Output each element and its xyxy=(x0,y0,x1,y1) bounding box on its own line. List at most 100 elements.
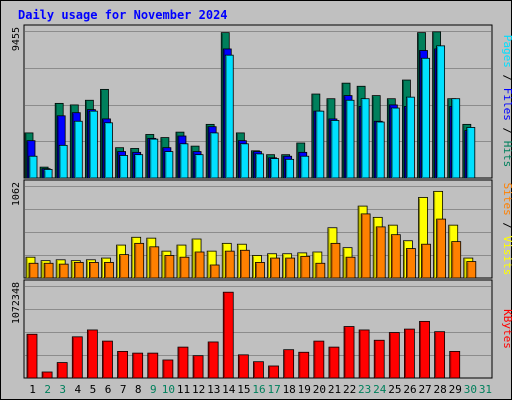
legend-entry: / xyxy=(501,216,512,236)
bar-pages xyxy=(224,54,234,179)
bar-sites xyxy=(345,256,356,279)
bar-pages xyxy=(88,110,98,179)
day-label: 17 xyxy=(267,383,280,396)
bar-kbytes xyxy=(102,340,113,379)
bar-sites xyxy=(270,257,280,279)
bar-sites xyxy=(390,234,401,279)
day-label: 30 xyxy=(464,383,477,396)
legend-entry: / xyxy=(501,68,512,88)
bar-pages xyxy=(43,169,53,179)
bar-sites xyxy=(104,262,114,279)
bar-sites xyxy=(451,241,462,279)
bar-sites xyxy=(194,251,205,279)
day-label: 18 xyxy=(283,383,296,396)
day-label: 26 xyxy=(403,383,416,396)
bar-pages xyxy=(149,138,159,179)
day-label: 27 xyxy=(418,383,431,396)
bar-pages xyxy=(390,107,400,179)
bar-kbytes xyxy=(237,354,249,379)
bar-kbytes xyxy=(147,352,159,379)
bar-pages xyxy=(104,122,113,179)
day-label: 20 xyxy=(313,383,326,396)
legend-entry: Files xyxy=(501,88,512,121)
bar-pages xyxy=(119,155,128,179)
legend-label-bottom: KBytes xyxy=(501,309,512,349)
bar-sites xyxy=(149,246,160,279)
day-label: 6 xyxy=(105,383,112,396)
bar-pages xyxy=(345,99,355,179)
day-label: 9 xyxy=(150,383,157,396)
legend-label-middle: Sites / Visits xyxy=(501,183,512,276)
bar-kbytes xyxy=(132,352,144,379)
bar-pages xyxy=(194,154,204,179)
legend-entry: Hits xyxy=(501,141,512,168)
bar-kbytes xyxy=(192,355,204,379)
day-label: 22 xyxy=(343,383,356,396)
bar-kbytes xyxy=(434,331,446,379)
bar-kbytes xyxy=(419,320,430,379)
day-label: 10 xyxy=(162,383,175,396)
day-label: 2 xyxy=(44,383,51,396)
bar-sites xyxy=(360,213,371,279)
day-label: 28 xyxy=(434,383,447,396)
day-label: 21 xyxy=(328,383,341,396)
bar-sites xyxy=(466,261,477,279)
bar-sites xyxy=(375,226,386,279)
bar-pages xyxy=(179,143,189,179)
bar-kbytes xyxy=(313,340,325,379)
chart-title: Daily usage for November 2024 xyxy=(18,8,228,22)
bar-kbytes xyxy=(404,328,415,379)
bar-kbytes xyxy=(162,359,174,379)
day-label: 31 xyxy=(479,383,492,396)
bar-pages xyxy=(360,98,370,179)
bar-kbytes xyxy=(253,361,264,379)
bar-pages xyxy=(451,98,461,179)
bar-kbytes xyxy=(388,332,400,379)
day-label: 15 xyxy=(237,383,250,396)
bar-pages xyxy=(300,155,310,179)
bar-kbytes xyxy=(86,329,98,379)
bar-sites xyxy=(300,255,311,279)
bar-sites xyxy=(73,262,84,279)
bar-sites xyxy=(28,262,39,279)
bar-kbytes xyxy=(41,371,53,379)
bar-sites xyxy=(330,242,341,279)
legend-entry: Pages xyxy=(501,35,512,68)
bar-pages xyxy=(28,155,38,179)
bar-kbytes xyxy=(328,346,340,379)
day-label: 14 xyxy=(222,383,236,396)
bar-pages xyxy=(436,45,446,179)
bar-pages xyxy=(375,121,385,179)
legend-entry: / xyxy=(501,121,512,141)
bar-sites xyxy=(43,262,54,279)
bar-pages xyxy=(255,153,264,179)
day-label: 13 xyxy=(207,383,220,396)
bar-kbytes xyxy=(117,351,128,379)
bar-kbytes xyxy=(449,351,461,379)
bar-sites xyxy=(406,248,416,279)
bar-pages xyxy=(285,158,295,179)
y-axis-max-label: 1072348 xyxy=(11,282,22,324)
bar-kbytes xyxy=(373,339,385,379)
bar-pages xyxy=(73,120,83,179)
day-label: 3 xyxy=(59,383,66,396)
day-label: 12 xyxy=(192,383,205,396)
bar-kbytes xyxy=(283,349,295,379)
legend-entry: Visits xyxy=(501,236,512,276)
bar-sites xyxy=(315,262,326,279)
bar-kbytes xyxy=(56,362,68,379)
y-axis-max-label: 1062 xyxy=(11,182,22,206)
day-label: 7 xyxy=(120,383,127,396)
bar-pages xyxy=(239,143,249,179)
day-label: 5 xyxy=(90,383,97,396)
day-label: 29 xyxy=(449,383,462,396)
day-label: 24 xyxy=(373,383,387,396)
day-label: 4 xyxy=(75,383,82,396)
bar-kbytes xyxy=(222,291,234,379)
day-label: 1 xyxy=(29,383,36,396)
bar-pages xyxy=(134,154,144,179)
bar-sites xyxy=(58,263,69,279)
bar-sites xyxy=(224,250,235,279)
day-label: 23 xyxy=(358,383,371,396)
